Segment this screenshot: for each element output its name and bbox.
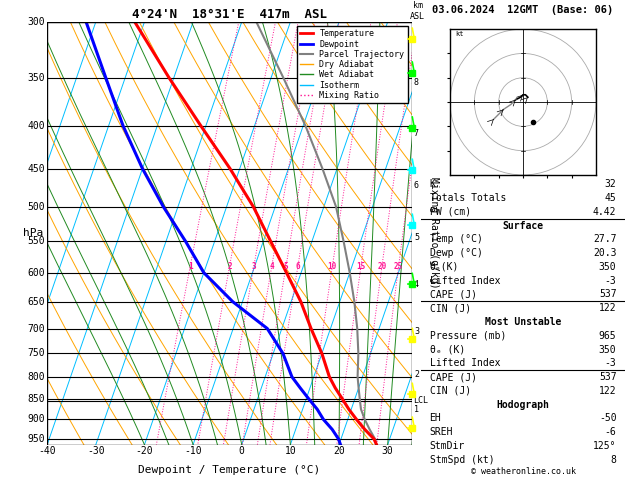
- Text: -3: -3: [604, 358, 616, 368]
- Text: 3: 3: [414, 327, 419, 335]
- Text: LCL: LCL: [413, 397, 428, 405]
- Text: 30: 30: [382, 447, 394, 456]
- Text: Dewp (°C): Dewp (°C): [430, 248, 482, 258]
- Text: K: K: [430, 179, 435, 189]
- Text: SREH: SREH: [430, 427, 453, 437]
- Text: 350: 350: [599, 345, 616, 354]
- Text: Lifted Index: Lifted Index: [430, 358, 500, 368]
- Text: 6: 6: [414, 181, 419, 191]
- Text: 2: 2: [414, 370, 419, 379]
- Text: 8: 8: [611, 455, 616, 465]
- Text: CAPE (J): CAPE (J): [430, 290, 477, 299]
- Text: StmDir: StmDir: [430, 441, 465, 451]
- Text: 4: 4: [269, 262, 274, 271]
- Text: 6: 6: [296, 262, 300, 271]
- Text: 550: 550: [28, 236, 45, 246]
- Text: 350: 350: [599, 262, 616, 272]
- Text: 25: 25: [394, 262, 403, 271]
- Text: 950: 950: [28, 434, 45, 444]
- Text: © weatheronline.co.uk: © weatheronline.co.uk: [470, 467, 576, 476]
- Text: 700: 700: [28, 324, 45, 333]
- Text: 27.7: 27.7: [593, 234, 616, 244]
- Text: -10: -10: [184, 447, 202, 456]
- Text: 4: 4: [414, 280, 419, 289]
- Text: 400: 400: [28, 121, 45, 131]
- Text: 5: 5: [284, 262, 288, 271]
- Text: PW (cm): PW (cm): [430, 207, 470, 217]
- Text: 1: 1: [188, 262, 192, 271]
- Text: θₑ (K): θₑ (K): [430, 345, 465, 354]
- Text: -30: -30: [87, 447, 104, 456]
- Text: 8: 8: [414, 78, 419, 87]
- Text: 4°24'N  18°31'E  417m  ASL: 4°24'N 18°31'E 417m ASL: [132, 8, 327, 21]
- Text: 300: 300: [28, 17, 45, 27]
- Text: 900: 900: [28, 415, 45, 424]
- Text: Dewpoint / Temperature (°C): Dewpoint / Temperature (°C): [138, 465, 321, 475]
- Text: 800: 800: [28, 372, 45, 382]
- Text: 537: 537: [599, 372, 616, 382]
- Text: Mixing Ratio (g/kg): Mixing Ratio (g/kg): [429, 177, 439, 289]
- Text: Totals Totals: Totals Totals: [430, 193, 506, 203]
- Text: 20: 20: [377, 262, 387, 271]
- Text: Most Unstable: Most Unstable: [485, 317, 561, 327]
- Text: 125°: 125°: [593, 441, 616, 451]
- Text: θₑ(K): θₑ(K): [430, 262, 459, 272]
- Text: CAPE (J): CAPE (J): [430, 372, 477, 382]
- Text: 122: 122: [599, 303, 616, 313]
- Text: 0: 0: [239, 447, 245, 456]
- Text: 03.06.2024  12GMT  (Base: 06): 03.06.2024 12GMT (Base: 06): [432, 5, 614, 15]
- Text: CIN (J): CIN (J): [430, 303, 470, 313]
- Text: 450: 450: [28, 164, 45, 174]
- Text: hPa: hPa: [23, 228, 43, 238]
- Text: 350: 350: [28, 72, 45, 83]
- Legend: Temperature, Dewpoint, Parcel Trajectory, Dry Adiabat, Wet Adiabat, Isotherm, Mi: Temperature, Dewpoint, Parcel Trajectory…: [297, 26, 408, 103]
- Text: 750: 750: [28, 348, 45, 359]
- Text: 10: 10: [328, 262, 337, 271]
- Text: 3: 3: [252, 262, 256, 271]
- Text: 600: 600: [28, 268, 45, 278]
- Text: -3: -3: [604, 276, 616, 286]
- Text: 7: 7: [414, 129, 419, 138]
- Text: 122: 122: [599, 386, 616, 396]
- Text: kt: kt: [455, 32, 464, 37]
- Text: 2: 2: [227, 262, 231, 271]
- Text: Temp (°C): Temp (°C): [430, 234, 482, 244]
- Text: Hodograph: Hodograph: [496, 399, 550, 410]
- Text: 5: 5: [414, 233, 419, 243]
- Text: EH: EH: [430, 414, 442, 423]
- Text: -40: -40: [38, 447, 56, 456]
- Text: 15: 15: [356, 262, 365, 271]
- Text: 10: 10: [284, 447, 296, 456]
- Text: Lifted Index: Lifted Index: [430, 276, 500, 286]
- Text: StmSpd (kt): StmSpd (kt): [430, 455, 494, 465]
- Text: 32: 32: [604, 179, 616, 189]
- Text: 45: 45: [604, 193, 616, 203]
- Text: km
ASL: km ASL: [410, 1, 425, 21]
- Text: -50: -50: [599, 414, 616, 423]
- Text: Surface: Surface: [503, 221, 543, 230]
- Text: 4.42: 4.42: [593, 207, 616, 217]
- Text: 20: 20: [333, 447, 345, 456]
- Text: CIN (J): CIN (J): [430, 386, 470, 396]
- Text: Pressure (mb): Pressure (mb): [430, 331, 506, 341]
- Text: 650: 650: [28, 296, 45, 307]
- Text: -20: -20: [136, 447, 153, 456]
- Text: 965: 965: [599, 331, 616, 341]
- Text: 537: 537: [599, 290, 616, 299]
- Text: -6: -6: [604, 427, 616, 437]
- Text: 500: 500: [28, 202, 45, 212]
- Text: 20.3: 20.3: [593, 248, 616, 258]
- Text: 1: 1: [414, 405, 419, 414]
- Text: 850: 850: [28, 394, 45, 404]
